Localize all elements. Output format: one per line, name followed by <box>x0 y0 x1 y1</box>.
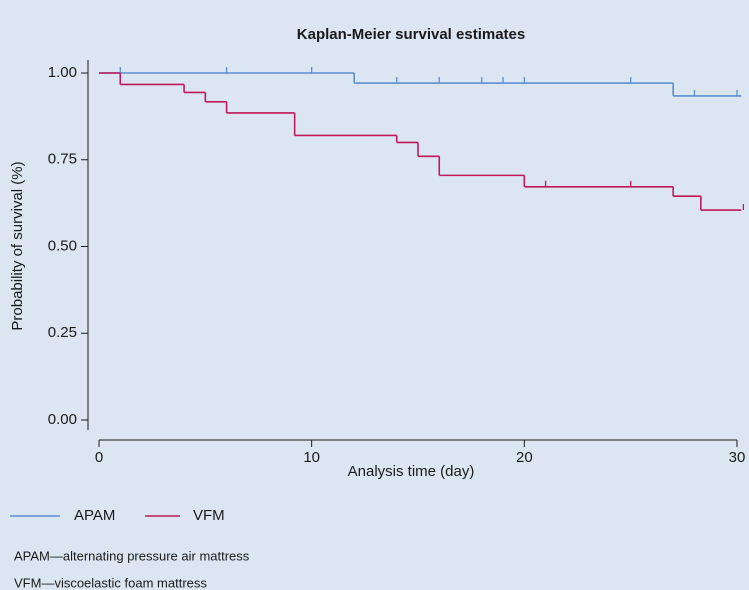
y-tick-label: 0.75 <box>48 151 77 168</box>
x-tick-label: 0 <box>95 449 103 466</box>
legend-label: APAM <box>74 507 115 524</box>
y-tick-label: 0.50 <box>48 237 77 254</box>
y-tick-label: 1.00 <box>48 64 77 81</box>
x-tick-label: 10 <box>303 449 320 466</box>
chart-title: Kaplan-Meier survival estimates <box>297 26 525 43</box>
legend-label: VFM <box>193 507 225 524</box>
y-tick-label: 0.25 <box>48 324 77 341</box>
footnote: APAM—alternating pressure air mattress <box>14 548 250 563</box>
x-tick-label: 30 <box>729 449 746 466</box>
y-axis-label: Probability of survival (%) <box>9 161 26 330</box>
x-tick-label: 20 <box>516 449 533 466</box>
y-tick-label: 0.00 <box>48 411 77 428</box>
x-axis-label: Analysis time (day) <box>348 463 475 480</box>
footnote: VFM—viscoelastic foam mattress <box>14 575 207 590</box>
